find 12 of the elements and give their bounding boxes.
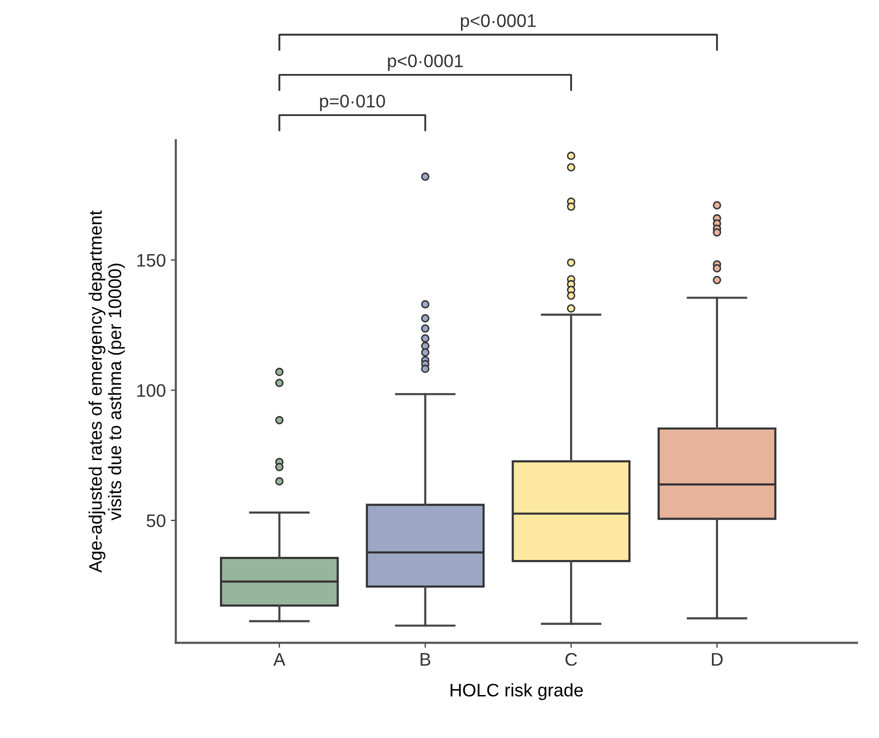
y-axis-title: Age-adjusted rates of emergency department visits due to asthma (per 10000) xyxy=(88,210,125,573)
text: p=0·010 xyxy=(320,94,385,112)
text: p<0·0001 xyxy=(460,14,536,31)
text: p<0·0001 xyxy=(388,54,463,71)
x-tick-label: B xyxy=(420,653,430,666)
y-tick-label: 150 xyxy=(137,254,166,267)
y-tick-label: 100 xyxy=(137,384,166,397)
x-axis-title: HOLC risk grade xyxy=(450,683,583,700)
x-tick-label: D xyxy=(712,653,723,666)
x-tick-label: A xyxy=(273,653,286,666)
y-tick-label: 50 xyxy=(146,514,166,528)
x-tick-label: C xyxy=(566,652,577,666)
